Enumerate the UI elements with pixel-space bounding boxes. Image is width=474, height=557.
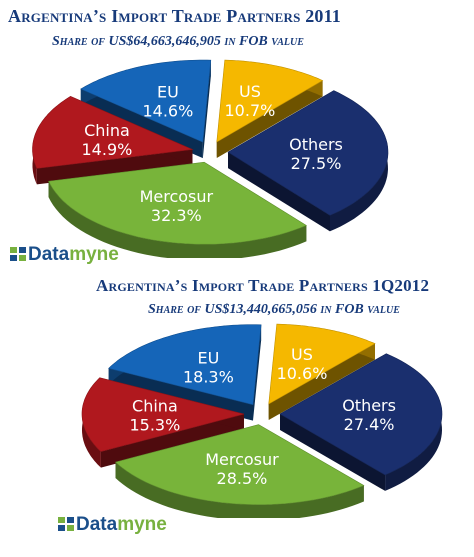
logo-text-myne: myne xyxy=(117,514,167,535)
slice-value-others: 27.5% xyxy=(291,154,342,173)
slice-value-eu: 18.3% xyxy=(183,368,234,387)
slice-label-eu: EU xyxy=(157,83,179,102)
pie-slice-others-1q2012 xyxy=(279,353,443,491)
pie-slice-us-2011 xyxy=(216,59,324,158)
slice-label-others: Others xyxy=(342,396,396,415)
datamyne-logo-icon xyxy=(10,247,26,261)
chart-title-1q2012: Argentina’s Import Trade Partners 1Q2012 xyxy=(96,276,430,295)
datamyne-logo-icon xyxy=(58,517,74,531)
slice-label-mercosur: Mercosur xyxy=(205,450,279,469)
slice-label-eu: EU xyxy=(197,349,219,368)
slice-value-mercosur: 32.3% xyxy=(151,206,202,225)
slice-label-others: Others xyxy=(289,135,343,154)
chart-subtitle-1q2012: Share of US$13,440,665,056 in FOB value xyxy=(148,302,400,317)
chart-title-2011: Argentina’s Import Trade Partners 2011 xyxy=(8,6,342,26)
pie-slice-others-2011 xyxy=(227,90,389,232)
logo-text-data: Data xyxy=(28,244,70,265)
pie-slice-mercosur-2011 xyxy=(48,161,307,258)
slice-label-mercosur: Mercosur xyxy=(140,187,214,206)
slice-value-mercosur: 28.5% xyxy=(217,469,268,488)
slice-value-china: 15.3% xyxy=(129,415,180,434)
datamyne-logo: Datamyne xyxy=(10,244,119,266)
slice-label-china: China xyxy=(132,396,178,415)
slice-value-china: 14.9% xyxy=(82,140,133,159)
pie-slice-china-2011 xyxy=(32,96,194,185)
logo-text-data: Data xyxy=(76,514,118,535)
slice-label-us: US xyxy=(239,82,261,101)
slice-value-eu: 14.6% xyxy=(142,102,193,121)
slice-label-us: US xyxy=(291,345,313,364)
slice-value-others: 27.4% xyxy=(344,415,395,434)
chart-subtitle-2011: Share of US$64,663,646,905 in FOB value xyxy=(52,34,304,49)
slice-value-us: 10.7% xyxy=(225,101,276,120)
pie-slice-us-1q2012 xyxy=(268,323,376,420)
pie-slice-china-1q2012 xyxy=(81,377,245,468)
datamyne-logo-2: Datamyne xyxy=(58,514,167,536)
slice-label-china: China xyxy=(84,121,130,140)
logo-text-myne: myne xyxy=(69,244,119,265)
pie-slice-mercosur-1q2012 xyxy=(114,424,365,518)
slice-value-us: 10.6% xyxy=(277,364,328,383)
